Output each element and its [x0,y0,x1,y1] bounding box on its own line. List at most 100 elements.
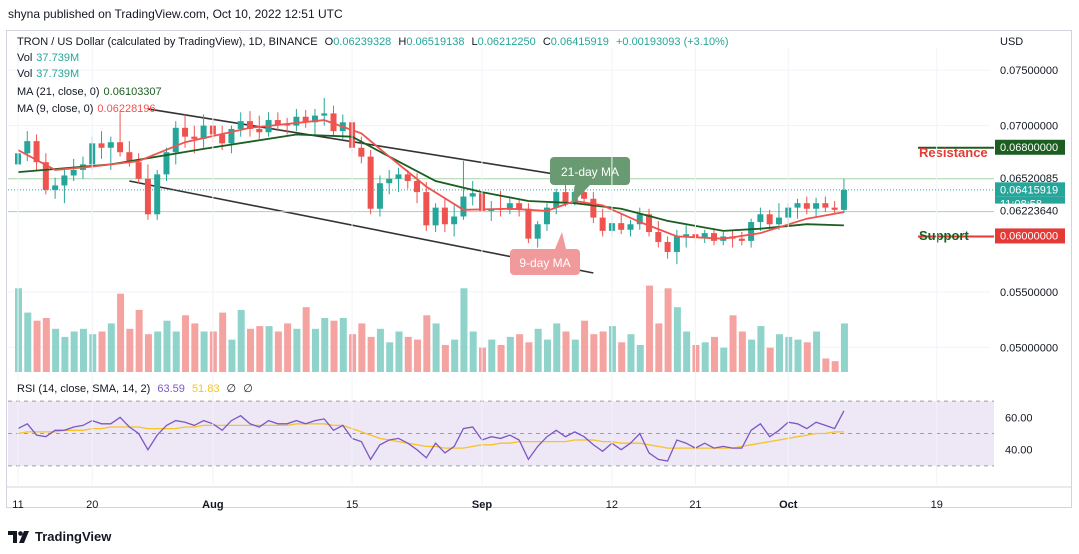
legend-ma9: MA (9, close, 0) 0.06228196 [17,102,160,116]
volume-bar [738,331,746,372]
high-value: 0.06519138 [406,36,465,48]
volume-bar [432,323,440,372]
volume-bar [701,342,709,372]
candle-body [302,116,309,123]
candle-body [646,214,653,233]
candle-body [33,141,40,163]
price-tag-box [995,203,1065,219]
candle-body [822,203,829,208]
volume-bar [581,320,589,372]
candle-body [469,193,476,197]
callouts: 21-day MA 9-day MA Resistance Support [510,145,988,275]
volume-bar [386,342,394,372]
volume-bar [200,331,208,372]
tradingview-brand[interactable]: TradingView [8,529,111,544]
volume-bar [237,309,245,372]
candle-body [321,113,328,116]
candle-body [766,214,773,225]
volume-bar [395,331,403,372]
ma21-line [17,133,844,232]
brand-label: TradingView [35,529,112,544]
candle-body [117,142,124,153]
legend-ma21: MA (21, close, 0) 0.06103307 [17,85,166,99]
candle-body [543,207,550,225]
candle-body [182,127,189,137]
candle-body [562,192,569,204]
candle-body [441,207,448,225]
price-tick-label: 0.05500000 [1000,287,1058,299]
candle-body [590,198,597,218]
volume-bar [803,342,811,372]
ma9-callout-pointer [555,232,566,249]
candle-body [376,183,383,209]
rsi-pane: 60.00 40.00 [8,400,1033,467]
ma21-callout-label: 21-day MA [561,165,619,179]
volume-bar [534,328,542,372]
price-tag-label: 0.06000000 [1000,230,1058,242]
volume-bar [543,339,551,372]
resistance-label: Resistance [919,145,988,160]
ma9-label: MA (9, close, 0) [17,103,94,115]
ma9-line [17,119,845,240]
volume-bar [135,309,143,372]
candle-body [98,143,105,148]
volume-bar [590,334,598,372]
rsi-tick-label: 40.00 [1005,445,1033,457]
volume-bar [497,345,505,372]
volume-bar [748,339,756,372]
volume-bar [70,331,78,372]
volume-bar [302,307,310,372]
volume-bar [274,331,282,372]
volume-bar [311,328,319,372]
candle-body [386,178,393,184]
volume-bar [293,328,301,372]
candle-body [367,156,374,209]
vol1-label: Vol [17,52,33,64]
volume-bar [228,339,236,372]
volume-bar [330,320,338,372]
candle-body [70,169,77,176]
volume-bar [154,331,162,372]
price-tag-label: 0.06415919 [1000,184,1058,196]
rsi-extra-1: ∅ [226,383,237,395]
price-tag-box [995,182,1065,197]
candle-body [516,203,523,209]
candle-body [813,203,820,209]
volume-bar [562,331,570,372]
candle-body [358,147,365,157]
rsi-band [8,401,994,466]
volume-bar [107,323,115,372]
price-tag-box [995,139,1065,155]
candle-body [423,192,430,226]
legend-symbol-row: TRON / US Dollar (calculated by TradingV… [17,35,733,49]
volume-bar [414,339,422,372]
volume-bar [720,347,728,372]
time-tick-label: 20 [86,499,98,511]
candle-body [627,224,634,230]
price-tag-box [995,170,1065,186]
volume-bar [822,358,830,372]
ma9-callout-box [510,249,580,275]
candle-body [191,136,198,139]
candle-body [237,121,244,129]
volume-bar [683,331,691,372]
chart-panel [6,30,1072,508]
volume-bar [358,323,366,372]
price-tick-label: 0.05000000 [1000,342,1058,354]
price-tag-label: 0.06800000 [1000,142,1058,154]
volume-bar [265,326,273,372]
volume-bar [376,328,384,372]
volume-bar [469,331,477,372]
time-tick-label: Oct [779,499,798,511]
candle-body [553,192,560,208]
volume-bar [404,336,412,372]
volume-bar [441,345,449,372]
candle-body [274,120,281,125]
rsi-line [17,410,845,462]
volume-bar [321,318,329,372]
moving-averages [17,119,845,240]
time-tick-label: 12 [606,499,618,511]
candle-body [414,181,421,193]
